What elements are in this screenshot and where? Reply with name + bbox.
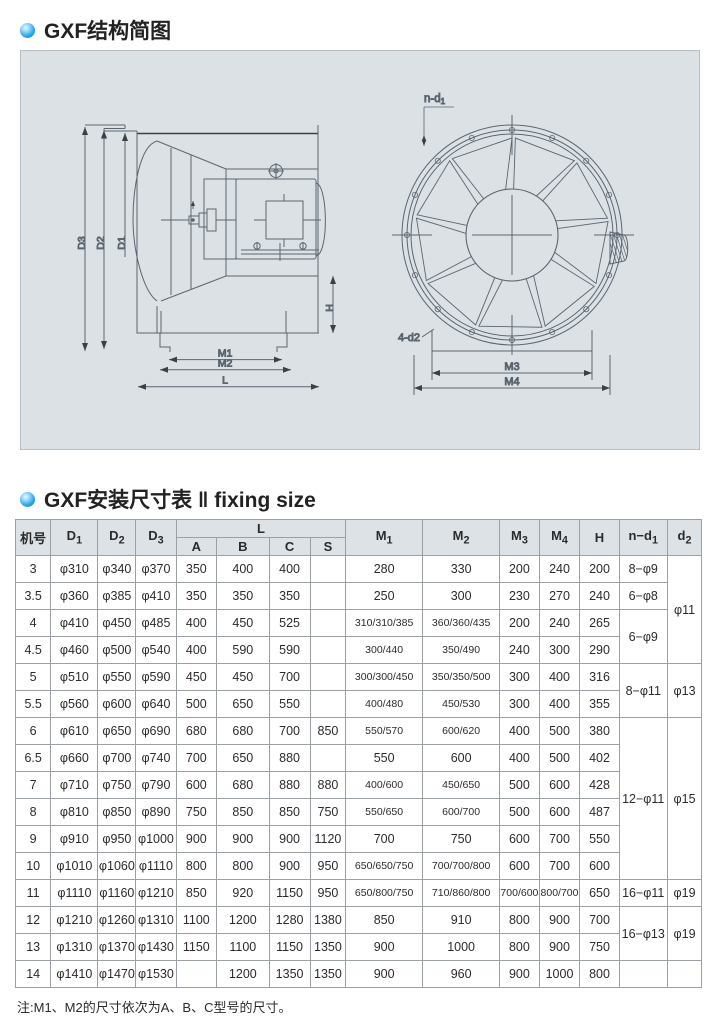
svg-text:n-d1: n-d1 bbox=[424, 93, 446, 106]
svg-text:M4: M4 bbox=[504, 376, 519, 388]
svg-text:4-d2: 4-d2 bbox=[398, 332, 420, 344]
svg-text:M2: M2 bbox=[218, 358, 233, 370]
svg-text:M3: M3 bbox=[504, 361, 519, 373]
svg-text:L: L bbox=[222, 375, 228, 387]
svg-text:H: H bbox=[324, 304, 336, 312]
svg-text:D3: D3 bbox=[76, 236, 88, 250]
svg-text:D1: D1 bbox=[116, 236, 128, 250]
svg-text:D2: D2 bbox=[95, 236, 107, 250]
